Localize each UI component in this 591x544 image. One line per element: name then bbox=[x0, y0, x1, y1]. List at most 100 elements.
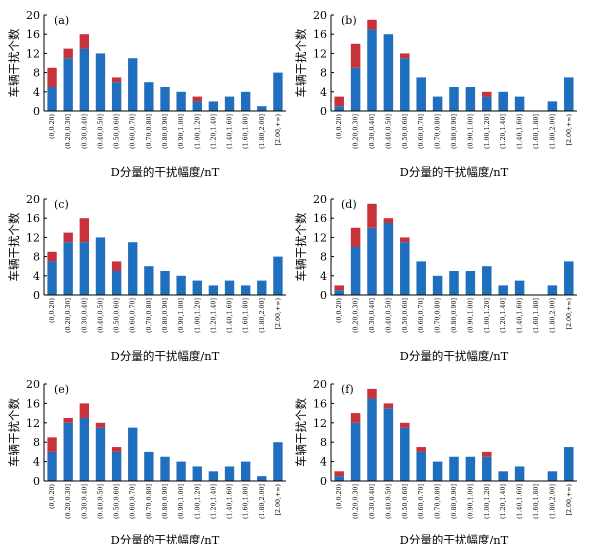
x-tick-label: [2.00,+∞) bbox=[275, 114, 282, 145]
bar-segment bbox=[208, 471, 219, 481]
x-tick-label: (0.20,0.30] bbox=[65, 484, 72, 519]
panel-label: (c) bbox=[54, 198, 69, 211]
y-tick-label: 8 bbox=[320, 251, 327, 264]
bar-segment bbox=[128, 427, 138, 481]
bar-segment bbox=[144, 82, 154, 111]
bar-segment bbox=[514, 466, 525, 481]
bar-segment bbox=[383, 34, 394, 112]
bar-segment bbox=[128, 242, 138, 295]
chart-panel-a: 0 4 8 12 16 20 (0,0.20) (0.20,0.30] (0.30,0.40] (… bbox=[7, 9, 286, 179]
x-tick-label: (0.20,0.30] bbox=[353, 298, 360, 333]
y-tick-label: 8 bbox=[33, 67, 40, 80]
x-tick-label: (0.90,1.00] bbox=[467, 114, 474, 149]
x-tick-label: (1.80,2.00] bbox=[259, 298, 266, 333]
x-axis-label: D分量的干扰幅度/nT bbox=[111, 533, 220, 544]
bar-segment bbox=[350, 413, 361, 423]
bar-segment bbox=[192, 96, 202, 102]
x-tick-label: (0.40,0.50] bbox=[97, 114, 104, 149]
bar-segment bbox=[350, 227, 361, 247]
x-tick-label: (0.40,0.50] bbox=[385, 298, 392, 333]
x-tick-label: (0,0.20) bbox=[336, 484, 343, 509]
bar-segment bbox=[482, 91, 492, 97]
x-tick-label: (0.40,0.50] bbox=[97, 298, 104, 333]
bar-segment bbox=[224, 280, 235, 295]
x-tick-label: (0.40,0.50] bbox=[97, 484, 104, 519]
bar-segment bbox=[367, 29, 377, 111]
y-tick-label: 20 bbox=[26, 9, 40, 22]
x-tick-label: (1.60,1.80] bbox=[243, 484, 250, 519]
bar-segment bbox=[95, 53, 106, 111]
bar-segment bbox=[498, 91, 508, 111]
x-tick-label: (0.60,0.70] bbox=[418, 484, 425, 519]
x-tick-label: (1.40,1.60] bbox=[517, 298, 524, 333]
bar-segment bbox=[564, 77, 574, 111]
x-tick-label: (0.40,0.50] bbox=[385, 484, 392, 519]
bar-segment bbox=[111, 82, 122, 111]
x-tick-label: (0.60,0.70] bbox=[418, 114, 425, 149]
y-axis-label: 车辆干扰个数 bbox=[7, 28, 21, 97]
chart-panel-f: 0 4 8 12 16 20 (0,0.20) (0.20,0.30] (0.30,0.40] (… bbox=[294, 378, 577, 544]
x-tick-label: (1.20,1.40] bbox=[210, 484, 217, 519]
y-tick-label: 12 bbox=[26, 47, 40, 60]
y-tick-label: 16 bbox=[26, 397, 40, 410]
bar-segment bbox=[383, 218, 394, 223]
bar-segment bbox=[367, 398, 377, 481]
bar-segment bbox=[514, 96, 525, 111]
x-tick-label: (0.60,0.70] bbox=[130, 114, 137, 149]
chart-panel-e: 0 4 8 12 16 20 (0,0.20) (0.20,0.30] (0.30,0.40] (… bbox=[7, 378, 286, 544]
x-tick-label: (1.00,1.20] bbox=[194, 114, 201, 149]
x-tick-label: (0.30,0.40] bbox=[81, 484, 88, 519]
y-tick-label: 0 bbox=[320, 289, 327, 302]
y-axis-label: 车辆干扰个数 bbox=[7, 398, 21, 467]
x-axis-label: D分量的干扰幅度/nT bbox=[400, 533, 509, 544]
x-tick-label: (1.20,1.40] bbox=[500, 484, 507, 519]
x-tick-label: (1.20,1.40] bbox=[500, 114, 507, 149]
bar-segment bbox=[257, 106, 267, 111]
bar-segment bbox=[400, 53, 410, 59]
bar-segment bbox=[334, 96, 344, 107]
y-tick-label: 16 bbox=[313, 397, 327, 410]
x-tick-label: [2.00,+∞) bbox=[566, 484, 573, 515]
bar-segment bbox=[111, 451, 122, 481]
y-tick-label: 8 bbox=[33, 436, 40, 449]
bar-segment bbox=[160, 87, 170, 111]
x-tick-label: (0.20,0.30] bbox=[353, 114, 360, 149]
x-axis-label: D分量的干扰幅度/nT bbox=[111, 349, 220, 363]
bar-segment bbox=[416, 261, 426, 295]
bar-segment bbox=[482, 96, 492, 111]
bar-segment bbox=[240, 285, 251, 295]
x-tick-label: (1.00,1.20] bbox=[484, 298, 491, 333]
bar-segment bbox=[367, 227, 377, 295]
bar-segment bbox=[350, 422, 361, 481]
panel-label: (f) bbox=[341, 383, 354, 396]
bar-segment bbox=[334, 476, 344, 481]
bar-segment bbox=[273, 256, 283, 295]
x-tick-label: (1.60,1.80] bbox=[243, 114, 250, 149]
bar-segment bbox=[416, 77, 426, 111]
x-tick-label: (1.80,2.00] bbox=[259, 484, 266, 519]
x-tick-label: (0.50,0.60] bbox=[114, 114, 121, 149]
x-tick-label: (1.20,1.40] bbox=[210, 114, 217, 149]
bar-segment bbox=[192, 101, 202, 111]
x-tick-label: (1.40,1.60] bbox=[227, 484, 234, 519]
x-tick-label: (0.60,0.70] bbox=[418, 298, 425, 333]
bar-segment bbox=[47, 437, 57, 452]
x-tick-label: (1.80,2.00] bbox=[259, 114, 266, 149]
y-tick-label: 8 bbox=[320, 436, 327, 449]
bar-segment bbox=[111, 447, 122, 452]
bar-segment bbox=[257, 476, 267, 481]
bar-segment bbox=[449, 456, 459, 481]
bar-segment bbox=[111, 77, 122, 83]
bar-segment bbox=[334, 285, 344, 291]
x-tick-label: [2.00,+∞) bbox=[566, 114, 573, 145]
x-tick-label: (0.30,0.40] bbox=[369, 298, 376, 333]
y-tick-label: 16 bbox=[26, 212, 40, 225]
bar-segment bbox=[79, 34, 90, 49]
bar-segment bbox=[383, 223, 394, 295]
bar-segment bbox=[208, 101, 219, 111]
bar-segment bbox=[482, 456, 492, 481]
bar-segment bbox=[547, 285, 558, 295]
bar-segment bbox=[334, 290, 344, 295]
bar-segment bbox=[273, 442, 283, 481]
bar-segment bbox=[208, 285, 219, 295]
